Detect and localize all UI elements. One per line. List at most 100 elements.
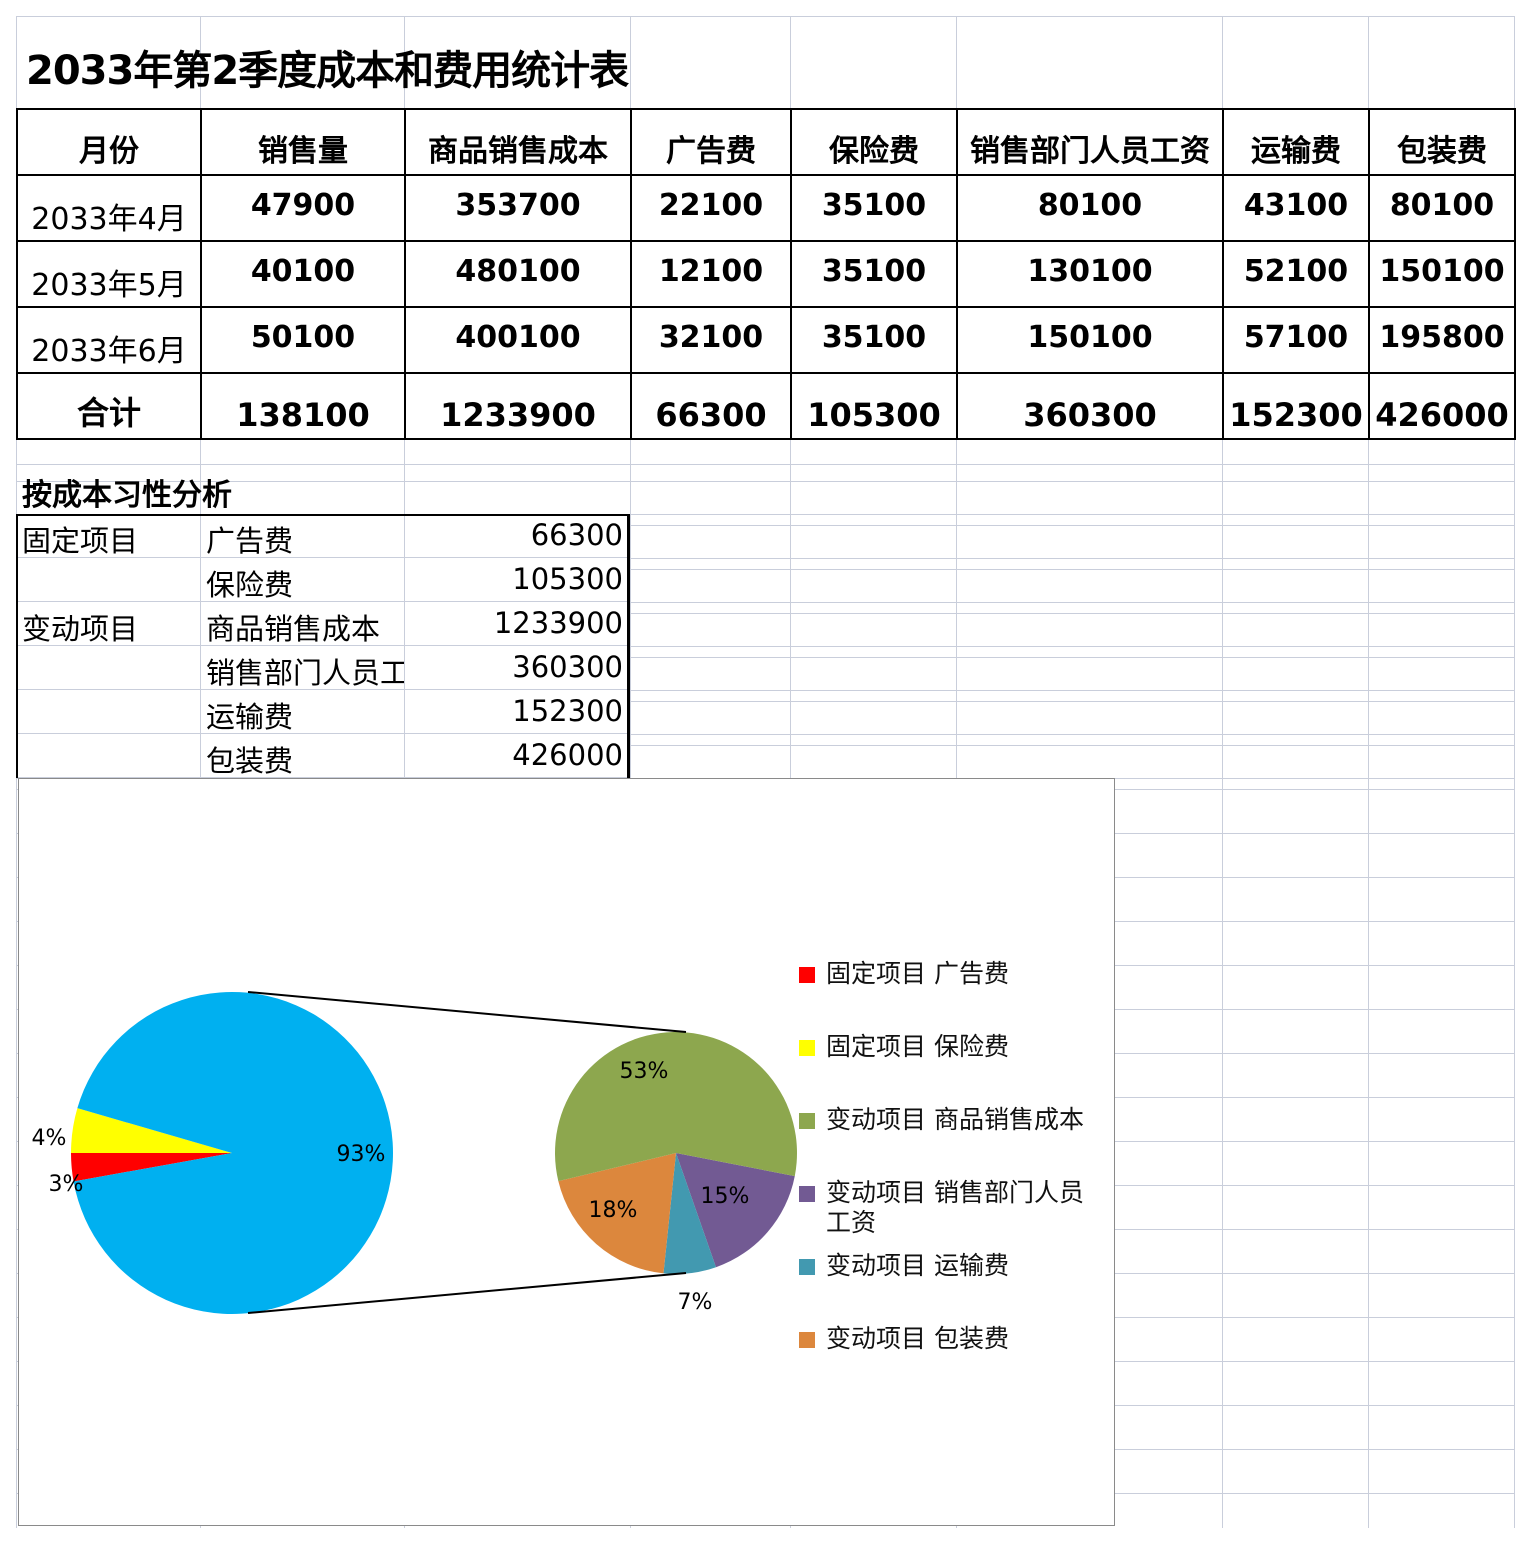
column-header[interactable]: 销售部门人员工资 xyxy=(956,108,1224,176)
category-cell[interactable]: 固定项目 xyxy=(22,524,139,558)
item-cell[interactable]: 销售部门人员工 xyxy=(206,656,404,690)
amount-cell[interactable]: 66300 xyxy=(530,518,623,552)
amount-cell[interactable]: 105300 xyxy=(512,562,623,596)
total-cell[interactable]: 1233900 xyxy=(404,372,632,440)
item-cell[interactable]: 商品销售成本 xyxy=(206,612,381,646)
data-cell[interactable]: 32100 xyxy=(630,306,792,374)
grid-column-line xyxy=(630,16,631,1528)
legend-label: 变动项目 包装费 xyxy=(826,1324,1009,1353)
chart-plot: 4% 3% 93% 15% 7% 18% 53% xyxy=(32,991,797,1315)
analysis-row: 变动项目 商品销售成本 1233900 xyxy=(18,602,627,646)
data-cell[interactable]: 35100 xyxy=(790,306,958,374)
data-cell[interactable]: 150100 xyxy=(1368,240,1516,308)
table-row: 2033年5月 40100 480100 12100 35100 130100 52100 1… xyxy=(16,240,1516,308)
month-cell[interactable]: 2033年4月 xyxy=(16,174,202,242)
item-cell[interactable]: 保险费 xyxy=(206,568,294,602)
data-cell[interactable]: 12100 xyxy=(630,240,792,308)
item-cell[interactable]: 运输费 xyxy=(206,700,294,734)
header-row: 月份 销售量 商品销售成本 广告费 保险费 销售部门人员工资 运输费 包装费 xyxy=(16,108,1516,176)
data-cell[interactable]: 40100 xyxy=(200,240,406,308)
month-cell[interactable]: 2033年6月 xyxy=(16,306,202,374)
amount-cell[interactable]: 1233900 xyxy=(493,606,623,640)
data-cell[interactable]: 480100 xyxy=(404,240,632,308)
secondary-data-label: 18% xyxy=(589,1198,638,1223)
total-cell[interactable]: 105300 xyxy=(790,372,958,440)
column-header[interactable]: 商品销售成本 xyxy=(404,108,632,176)
data-cell[interactable]: 80100 xyxy=(1368,174,1516,242)
grid-line xyxy=(16,464,1514,465)
pie-slice-advertising xyxy=(71,1153,232,1182)
table-row: 2033年4月 47900 353700 22100 35100 80100 43100 80… xyxy=(16,174,1516,242)
total-cell[interactable]: 152300 xyxy=(1222,372,1370,440)
grid-line xyxy=(16,514,1514,515)
data-cell[interactable]: 50100 xyxy=(200,306,406,374)
total-label[interactable]: 合计 xyxy=(16,372,202,440)
amount-cell[interactable]: 360300 xyxy=(512,650,623,684)
analysis-row: 包装费 426000 xyxy=(18,734,627,778)
cost-table: 月份 销售量 商品销售成本 广告费 保险费 销售部门人员工资 运输费 包装费 2033年4月 47… xyxy=(16,108,1516,440)
pie-slice-other xyxy=(73,992,393,1314)
grid-column-line xyxy=(1514,16,1515,1528)
item-cell[interactable]: 包装费 xyxy=(206,744,294,778)
data-cell[interactable]: 80100 xyxy=(956,174,1224,242)
analysis-row: 固定项目 广告费 66300 xyxy=(18,514,627,558)
legend-swatch xyxy=(799,1259,815,1275)
secondary-data-label: 15% xyxy=(701,1184,750,1209)
month-cell[interactable]: 2033年5月 xyxy=(16,240,202,308)
data-cell[interactable]: 43100 xyxy=(1222,174,1370,242)
pie-of-pie-chart[interactable]: 4% 3% 93% 15% 7% 18% 53% 固定项目 广告费 固定项目 保险费 变动项目 … xyxy=(18,778,1115,1526)
column-header[interactable]: 销售量 xyxy=(200,108,406,176)
data-cell[interactable]: 22100 xyxy=(630,174,792,242)
grid-column-line xyxy=(1368,16,1369,1528)
grid-line xyxy=(16,16,1514,17)
column-header[interactable]: 运输费 xyxy=(1222,108,1370,176)
data-cell[interactable]: 400100 xyxy=(404,306,632,374)
pie-slice-insurance xyxy=(71,1108,232,1153)
amount-cell[interactable]: 426000 xyxy=(512,738,623,772)
category-cell[interactable]: 变动项目 xyxy=(22,612,139,646)
column-header[interactable]: 包装费 xyxy=(1368,108,1516,176)
data-cell[interactable]: 57100 xyxy=(1222,306,1370,374)
column-header[interactable]: 保险费 xyxy=(790,108,958,176)
data-cell[interactable]: 47900 xyxy=(200,174,406,242)
data-label-other: 93% xyxy=(337,1142,386,1167)
secondary-slice-2 xyxy=(663,1153,716,1274)
total-row: 合计 138100 1233900 66300 105300 360300 152300 42… xyxy=(16,372,1516,440)
sheet-title[interactable]: 2033年第2季度成本和费用统计表 xyxy=(26,48,629,94)
secondary-slice-0 xyxy=(555,1032,797,1182)
data-cell[interactable]: 130100 xyxy=(956,240,1224,308)
grid-column-line xyxy=(956,16,957,1528)
data-cell[interactable]: 35100 xyxy=(790,174,958,242)
total-cell[interactable]: 138100 xyxy=(200,372,406,440)
legend-label: 变动项目 商品销售成本 xyxy=(826,1105,1084,1134)
data-cell[interactable]: 353700 xyxy=(404,174,632,242)
column-header[interactable]: 广告费 xyxy=(630,108,792,176)
analysis-row: 保险费 105300 xyxy=(18,558,627,602)
analysis-title[interactable]: 按成本习性分析 xyxy=(22,478,232,513)
connector-line-bottom xyxy=(247,1272,687,1314)
analysis-table: 固定项目 广告费 66300 保险费 105300 变动项目 商品销售成本 1233900 销售… xyxy=(16,514,630,778)
total-cell[interactable]: 66300 xyxy=(630,372,792,440)
legend-label: 变动项目 销售部门人员工资 xyxy=(826,1178,1084,1237)
legend-swatch xyxy=(799,1186,815,1202)
data-cell[interactable]: 150100 xyxy=(956,306,1224,374)
grid-line xyxy=(16,734,1514,735)
secondary-data-label: 53% xyxy=(620,1059,669,1084)
total-cell[interactable]: 426000 xyxy=(1368,372,1516,440)
data-cell[interactable]: 52100 xyxy=(1222,240,1370,308)
total-cell[interactable]: 360300 xyxy=(956,372,1224,440)
secondary-slice-3 xyxy=(558,1153,676,1274)
secondary-slice-1 xyxy=(676,1153,795,1268)
data-label-advertising: 3% xyxy=(49,1172,84,1197)
grid-line xyxy=(16,690,1514,691)
data-label-insurance: 4% xyxy=(32,1126,67,1151)
table-row: 2033年6月 50100 400100 32100 35100 150100 57100 1… xyxy=(16,306,1516,374)
legend-swatch xyxy=(799,1040,815,1056)
data-cell[interactable]: 35100 xyxy=(790,240,958,308)
amount-cell[interactable]: 152300 xyxy=(512,694,623,728)
data-cell[interactable]: 195800 xyxy=(1368,306,1516,374)
connector-line-top xyxy=(247,991,687,1033)
column-header[interactable]: 月份 xyxy=(16,108,202,176)
secondary-data-label: 7% xyxy=(678,1290,713,1315)
item-cell[interactable]: 广告费 xyxy=(206,524,294,558)
